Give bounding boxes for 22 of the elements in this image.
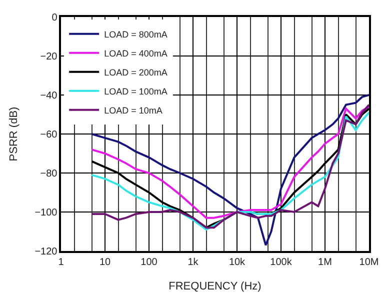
legend-label: LOAD = 100mA [104, 86, 168, 96]
y-tick-label: −120 [34, 246, 58, 258]
x-tick-label: 1k [188, 256, 200, 268]
legend-label: LOAD = 800mA [104, 29, 168, 40]
y-tick-label: −40 [40, 90, 58, 102]
x-tick-label: 100 [140, 256, 158, 268]
y-axis-title: PSRR (dB) [8, 106, 20, 162]
x-tick-label: 10M [359, 256, 379, 268]
x-tick-label: 1M [318, 256, 332, 268]
y-tick-label: −100 [34, 208, 58, 218]
x-tick-label: 1 [58, 256, 64, 268]
y-tick-label: 0 [52, 12, 58, 24]
y-tick-label: −20 [40, 52, 58, 62]
y-tick-label: −60 [40, 130, 58, 140]
x-tick-label: 10k [228, 256, 246, 268]
legend-label: LOAD = 10mA [104, 105, 162, 116]
x-axis-title: FREQUENCY (Hz) [168, 280, 262, 292]
legend-label: LOAD = 400mA [104, 48, 168, 58]
y-tick-label: −80 [40, 168, 58, 180]
legend-label: LOAD = 200mA [104, 67, 168, 78]
x-tick-label: 100k [270, 256, 293, 268]
x-tick-label: 10 [99, 256, 111, 268]
